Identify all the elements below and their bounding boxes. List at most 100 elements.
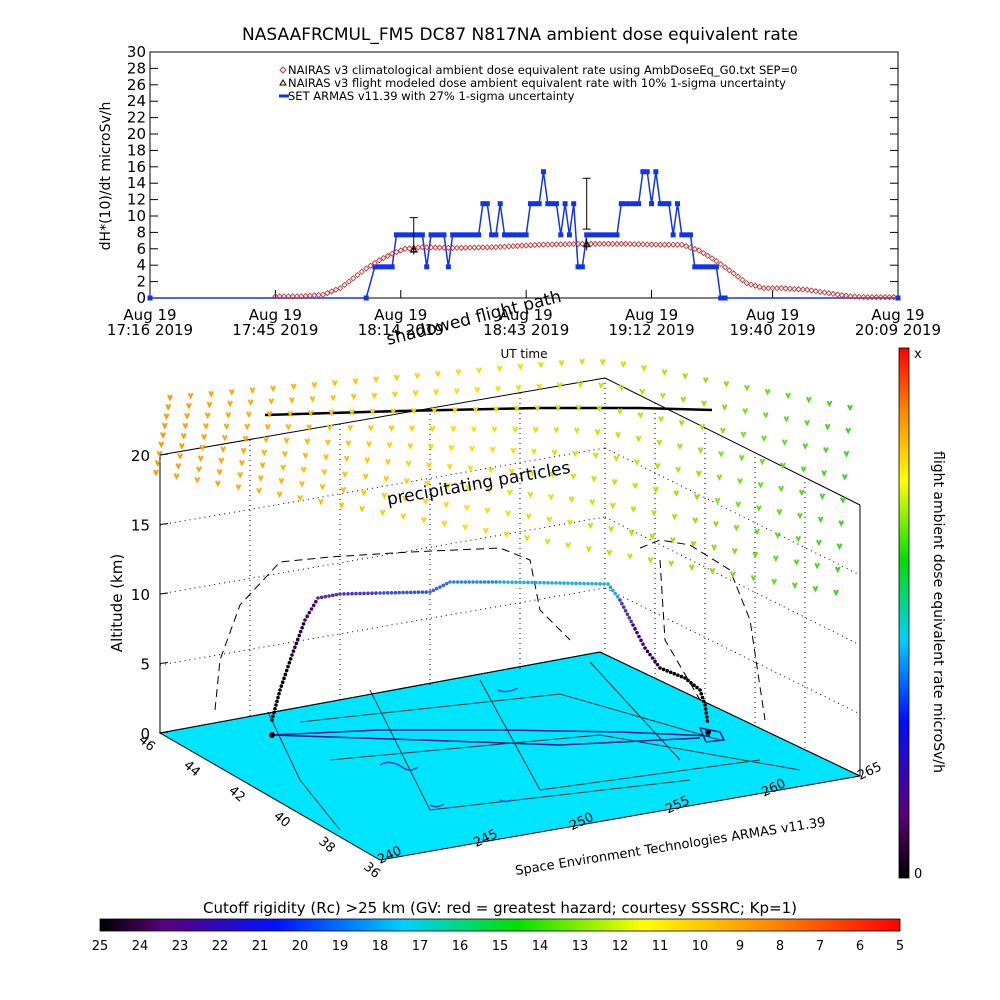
x-tick-label-time: 20:09 2019 [855, 321, 941, 339]
flight-path-3d [269, 580, 711, 738]
armas-point [597, 232, 603, 238]
x-tick-label-date: Aug 19 [374, 306, 427, 324]
particle-mark [721, 404, 728, 411]
particle-mark [153, 469, 159, 477]
armas-point [674, 201, 680, 207]
legend-entry: NAIRAS v3 climatological ambient dose eq… [288, 63, 797, 77]
armas-point [467, 232, 473, 238]
armas-point [649, 201, 655, 207]
armas-point [527, 201, 533, 207]
nairas-climatological-point [830, 290, 837, 298]
nairas-climatological-point [328, 288, 335, 295]
particle-mark [244, 423, 251, 431]
flight-path-point [277, 691, 281, 696]
particle-mark [264, 423, 271, 431]
particle-mark [390, 408, 397, 415]
particle-mark [635, 435, 642, 443]
armas-point [545, 201, 551, 207]
particle-mark [489, 446, 496, 454]
chart-title: NASAAFRCMUL_FM5 DC87 N817NA ambient dose… [242, 25, 798, 45]
flight-path-point [448, 580, 452, 584]
flight-path-point [486, 580, 491, 584]
y-tick-label: 14 [127, 174, 146, 192]
nairas-climatological-point [842, 292, 850, 299]
flight-path-point [408, 590, 413, 595]
particle-mark [402, 495, 408, 503]
rc-tick-label: 25 [92, 939, 109, 954]
particle-mark [781, 439, 788, 446]
particle-mark [237, 471, 244, 479]
flight-path-point [354, 591, 358, 596]
particle-mark [579, 358, 586, 366]
particle-mark [714, 497, 721, 505]
armas-point [657, 201, 663, 207]
particle-mark [503, 531, 510, 539]
particle-mark [531, 448, 537, 456]
armas-point [536, 201, 542, 207]
armas-point [415, 232, 421, 238]
particle-mark [299, 480, 305, 488]
nairas-climatological-point [592, 240, 599, 248]
particle-mark [304, 438, 311, 446]
particle-mark [317, 498, 324, 506]
departure-marker [269, 732, 275, 738]
precipitating-particles-field [153, 358, 853, 597]
rc-tick-label: 5 [896, 939, 904, 954]
particle-mark [240, 447, 247, 455]
particle-mark [366, 441, 372, 448]
particle-mark [187, 392, 194, 400]
particle-mark [845, 427, 852, 435]
particle-mark [661, 369, 668, 376]
rc-tick-label: 22 [212, 939, 229, 954]
particle-mark [737, 478, 743, 485]
particle-mark [450, 425, 457, 433]
dose-colorbar [898, 347, 910, 879]
rc-tick-label: 8 [776, 939, 784, 954]
particle-mark [443, 501, 450, 509]
plot-series [147, 169, 901, 301]
y-tick-label: 22 [127, 109, 146, 127]
dose-colorbar-min: 0 [914, 867, 922, 882]
particle-mark [420, 516, 427, 524]
flight-path-point [350, 591, 354, 596]
nairas-climatological-point [319, 291, 327, 298]
flight-path-point [288, 657, 293, 661]
particle-mark [670, 537, 676, 544]
particle-mark [570, 473, 577, 481]
rc-tick-label: 14 [532, 939, 549, 954]
particle-mark [594, 429, 601, 436]
z-tick [159, 453, 169, 456]
flight-path-point [330, 593, 335, 598]
particle-mark [373, 376, 379, 384]
particle-mark [585, 545, 592, 553]
nairas-climatological-point [695, 247, 703, 254]
nairas-climatological-point [730, 270, 737, 277]
particle-mark [350, 393, 357, 401]
flight-path-point [506, 580, 510, 584]
particle-mark [276, 491, 283, 499]
nairas-climatological-point [631, 240, 638, 248]
nairas-climatological-point [791, 285, 798, 293]
particle-mark [161, 422, 168, 430]
flight-path-point [327, 594, 331, 598]
box-frame [159, 377, 861, 777]
nairas-climatological-point [873, 294, 880, 301]
particle-mark [506, 489, 513, 497]
particle-mark [290, 383, 297, 391]
particle-mark [589, 499, 596, 506]
nairas-climatological-point [298, 293, 305, 300]
particle-mark [817, 516, 824, 524]
flight-path-point [280, 680, 285, 685]
lat-tick-label: 44 [180, 758, 202, 780]
armas-point [679, 232, 685, 238]
particle-mark [798, 489, 805, 497]
flight-path-point [686, 678, 690, 683]
nairas-climatological-point [652, 241, 660, 248]
particle-mark [738, 454, 745, 462]
flight-path-point [703, 707, 708, 711]
particle-mark [761, 435, 767, 443]
particle-mark [652, 486, 659, 494]
armas-point [640, 169, 646, 175]
particle-mark [385, 458, 391, 466]
